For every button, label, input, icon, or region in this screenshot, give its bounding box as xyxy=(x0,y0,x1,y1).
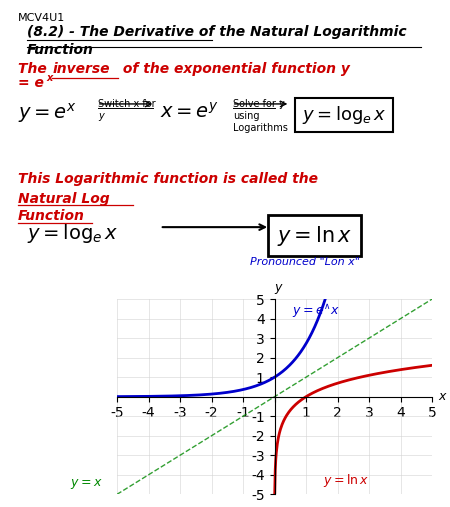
Text: $x = e^y$: $x = e^y$ xyxy=(160,101,219,121)
Text: Pronounced "Lon x": Pronounced "Lon x" xyxy=(250,257,360,267)
Text: $y = e^{\wedge}x$: $y = e^{\wedge}x$ xyxy=(292,302,339,319)
Text: of the exponential function y: of the exponential function y xyxy=(118,62,350,76)
Text: MCV4U1: MCV4U1 xyxy=(18,13,65,23)
Text: x: x xyxy=(47,73,53,83)
Text: The: The xyxy=(18,62,52,76)
Text: Function: Function xyxy=(18,209,85,224)
Text: $y = \log_e x$: $y = \log_e x$ xyxy=(302,104,386,126)
Text: $y = \log_e x$: $y = \log_e x$ xyxy=(27,222,119,245)
Text: $y = e^x$: $y = e^x$ xyxy=(18,101,77,125)
Text: x: x xyxy=(438,390,446,403)
Text: y: y xyxy=(98,111,104,121)
Text: using: using xyxy=(233,111,260,121)
Text: Logarithms: Logarithms xyxy=(233,123,288,133)
Text: $y = \ln x$: $y = \ln x$ xyxy=(323,472,369,489)
Text: $y = \ln x$: $y = \ln x$ xyxy=(277,224,352,247)
Text: Natural Log: Natural Log xyxy=(18,192,110,206)
Text: y: y xyxy=(274,281,281,294)
Text: Solve for y: Solve for y xyxy=(233,99,285,109)
Text: Switch x for: Switch x for xyxy=(98,99,156,109)
Text: This Logarithmic function is called the: This Logarithmic function is called the xyxy=(18,172,323,187)
Text: = e: = e xyxy=(18,76,44,90)
Text: inverse: inverse xyxy=(52,62,110,76)
Text: $y = x$: $y = x$ xyxy=(70,477,102,491)
Text: (8.2) - The Derivative of the Natural Logarithmic
Function: (8.2) - The Derivative of the Natural Lo… xyxy=(27,25,407,57)
